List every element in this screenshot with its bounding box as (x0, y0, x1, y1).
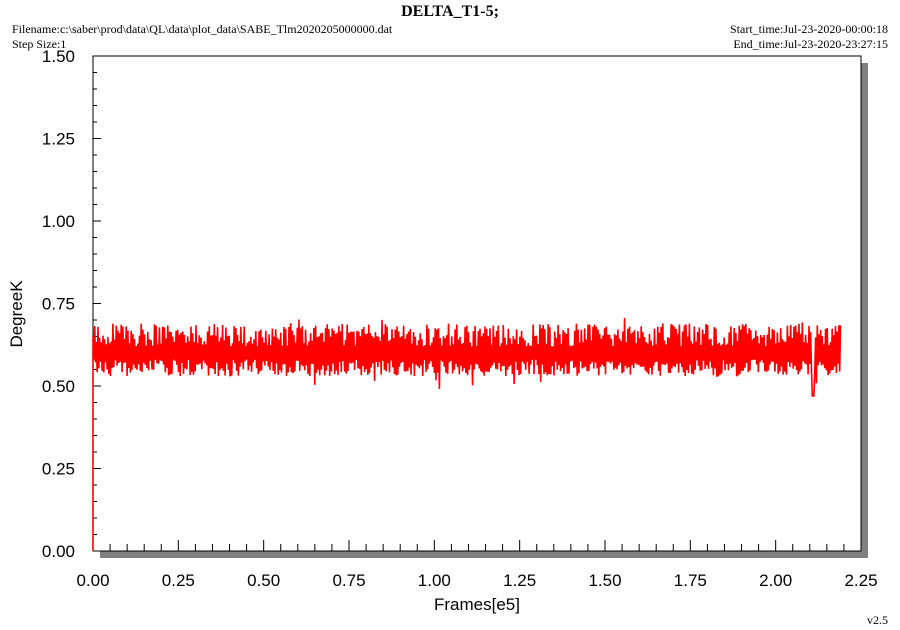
x-axis-label: Frames[e5] (434, 595, 520, 614)
plot-area (92, 55, 862, 552)
x-tick-label: 0.25 (162, 571, 195, 590)
filename-label: Filename:c:\saber\prod\data\QL\data\plot… (12, 22, 393, 36)
y-tick-label: 1.00 (42, 212, 75, 231)
x-tick-label: 1.75 (674, 571, 707, 590)
x-tick-label: 1.00 (418, 571, 451, 590)
x-tick-label: 0.75 (332, 571, 365, 590)
x-axis: 0.00 0.25 0.50 0.75 1.00 1.25 1.50 1.75 2.00 2.25 (76, 540, 878, 590)
series-line (92, 317, 842, 551)
version-label: v2.5 (867, 613, 888, 627)
y-tick-label: 0.25 (42, 460, 75, 479)
chart-title: DELTA_T1-5; (401, 3, 499, 20)
series-group (92, 317, 842, 551)
end-time-label: End_time:Jul-23-2020-23:27:15 (733, 37, 888, 51)
x-tick-label: 0.50 (247, 571, 280, 590)
y-tick-label: 0.50 (42, 377, 75, 396)
x-tick-label: 2.00 (759, 571, 792, 590)
y-tick-label: 0.00 (42, 542, 75, 561)
step-size-label: Step Size:1 (12, 37, 67, 51)
x-tick-label: 2.25 (844, 571, 877, 590)
y-tick-label: 1.50 (42, 47, 75, 66)
x-tick-label: 1.25 (503, 571, 536, 590)
x-tick-label: 0.00 (76, 571, 109, 590)
y-tick-label: 0.75 (42, 295, 75, 314)
y-axis: 0.00 0.25 0.50 0.75 1.00 1.25 1.50 (42, 47, 101, 561)
y-axis-label: DegreeK (7, 280, 26, 348)
x-tick-label: 1.50 (588, 571, 621, 590)
y-tick-label: 1.25 (42, 130, 75, 149)
start-time-label: Start_time:Jul-23-2020-00:00:18 (730, 22, 888, 36)
